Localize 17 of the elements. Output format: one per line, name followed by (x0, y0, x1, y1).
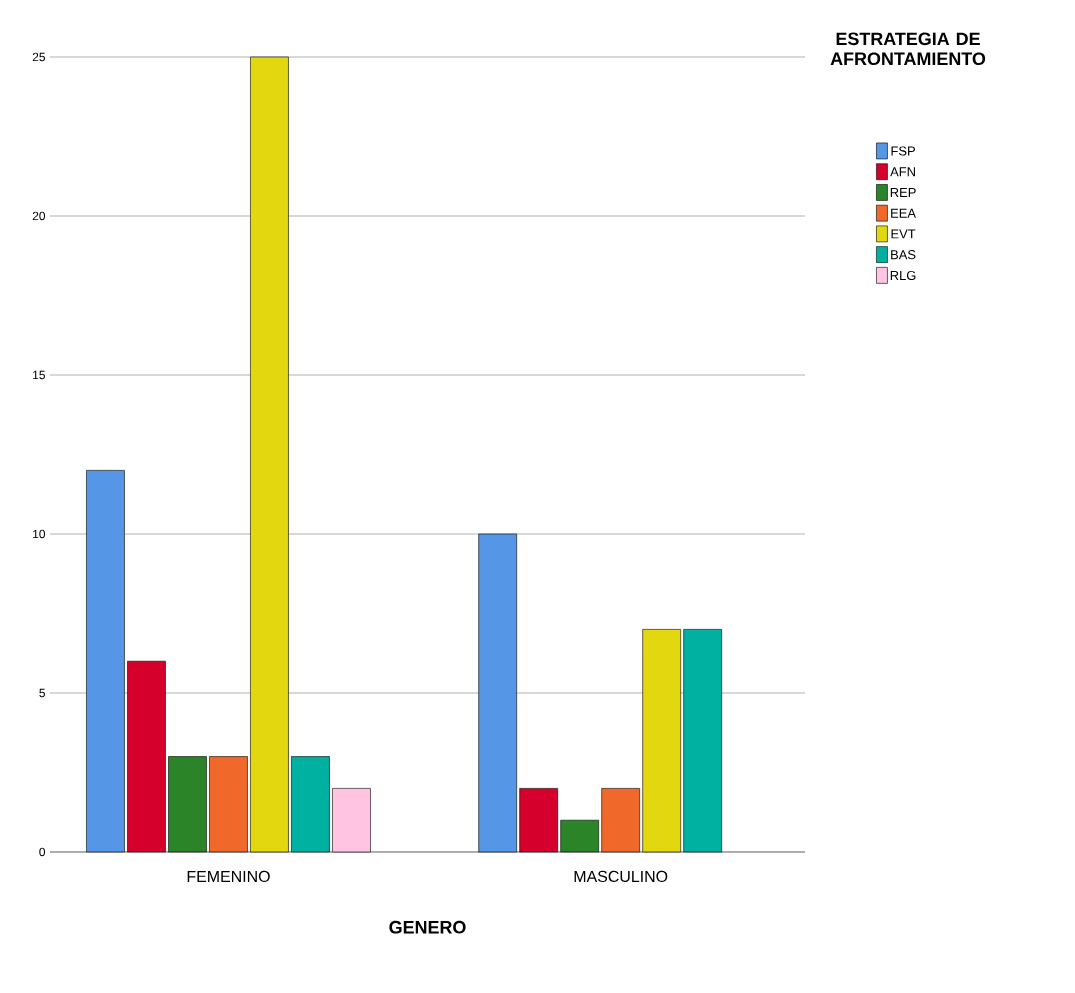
x-tick-label: FEMENINO (187, 870, 270, 883)
y-tick-label: 20 (32, 211, 46, 221)
legend-title: ESTRATEGIA DE AFRONTAMIENTO (830, 32, 986, 66)
legend-label: FSP (891, 146, 915, 156)
y-tick-label: 25 (32, 52, 45, 62)
legend-label: AFN (890, 167, 915, 177)
x-tick-label: MASCULINO (574, 870, 668, 883)
y-tick-label: 5 (39, 688, 45, 698)
y-tick-label: 10 (33, 529, 46, 539)
y-tick-label: 0 (39, 847, 46, 857)
y-tick-label: 15 (33, 370, 45, 380)
x-axis-title: GENERO (389, 920, 466, 934)
legend-label: EVT (891, 229, 916, 239)
legend-label: BAS (891, 250, 916, 260)
legend-label: RLG (890, 270, 916, 281)
legend-label: EEA (891, 208, 916, 218)
legend-label: REP (890, 188, 916, 197)
